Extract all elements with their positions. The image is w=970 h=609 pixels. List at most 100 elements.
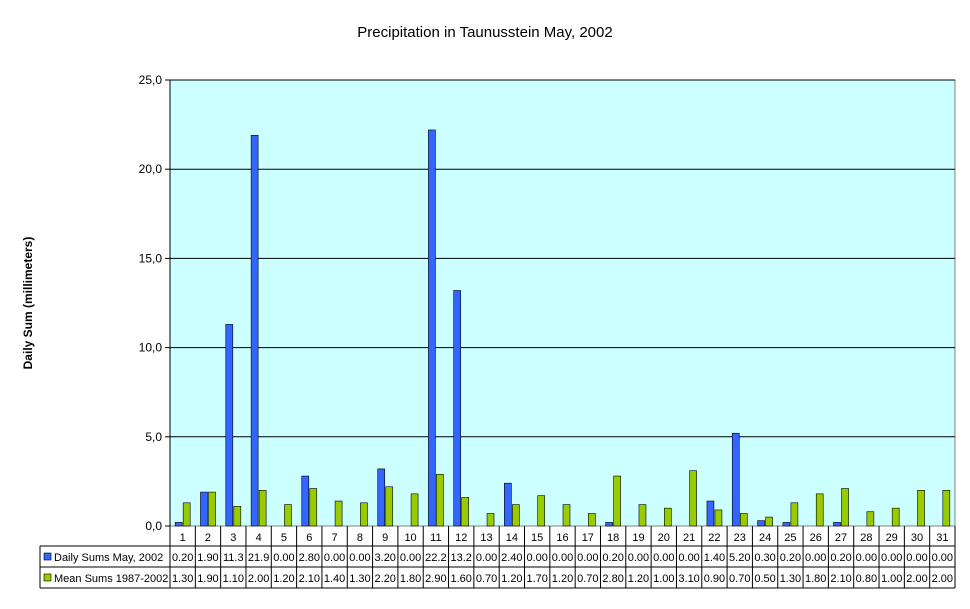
bar-daily-27 bbox=[833, 522, 841, 527]
data-label: 1.00 bbox=[881, 573, 902, 585]
bar-mean-25 bbox=[790, 502, 799, 527]
category-label: 29 bbox=[886, 532, 898, 544]
y-tick-label: 25,0 bbox=[139, 73, 163, 87]
bar-daily-25 bbox=[782, 522, 791, 527]
category-label: 31 bbox=[936, 532, 948, 544]
bar-daily-11 bbox=[428, 129, 436, 527]
y-axis-label: Daily Sum (millimeters) bbox=[21, 237, 35, 370]
data-label: 0.80 bbox=[856, 573, 877, 585]
category-label: 26 bbox=[810, 532, 822, 544]
bar-mean-5 bbox=[284, 504, 292, 527]
category-label: 7 bbox=[332, 532, 338, 544]
data-label: 0.00 bbox=[552, 552, 573, 564]
category-label: 5 bbox=[281, 532, 287, 544]
bar-mean-2 bbox=[208, 491, 216, 527]
data-label: 0.00 bbox=[932, 552, 953, 564]
y-tick-label: 20,0 bbox=[139, 162, 163, 176]
data-label: 1.30 bbox=[172, 573, 193, 585]
data-table: 1 2 3 4 5 6 7 8 9 10 11 12 13 14 15 16 17 18 19 20 21 22 23 24 2… bbox=[39, 526, 956, 589]
y-axis-ticks: 0,0 5,0 10,0 15,0 20,0 25,0 bbox=[139, 73, 171, 533]
category-label: 21 bbox=[683, 532, 695, 544]
data-label: 2.00 bbox=[906, 573, 927, 585]
bar-mean-20 bbox=[663, 507, 672, 527]
legend-entry: Mean Sums 1987-2002 bbox=[54, 573, 168, 585]
data-label: 0.00 bbox=[577, 552, 598, 564]
bar-mean-31 bbox=[942, 490, 951, 527]
data-label: 0.00 bbox=[906, 552, 927, 564]
bar-mean-8 bbox=[360, 502, 368, 527]
y-tick-label: 15,0 bbox=[139, 251, 163, 265]
data-table-header: 1 2 3 4 5 6 7 8 9 10 11 12 13 14 15 16 17 18 19 20 21 22 23 24 2… bbox=[180, 532, 949, 544]
bar-mean-23 bbox=[739, 513, 748, 527]
y-tick-label: 5,0 bbox=[145, 430, 162, 444]
bar-mean-1 bbox=[182, 502, 191, 527]
data-label: 1.40 bbox=[704, 552, 725, 564]
data-label: 0.00 bbox=[653, 552, 674, 564]
category-label: 30 bbox=[911, 532, 923, 544]
data-label: 0.30 bbox=[754, 552, 775, 564]
data-label: 2.80 bbox=[299, 552, 320, 564]
category-label: 24 bbox=[759, 532, 771, 544]
data-label: 0.00 bbox=[349, 552, 370, 564]
data-label: 1.20 bbox=[552, 573, 573, 585]
bar-mean-9 bbox=[385, 486, 394, 527]
data-label: 1.90 bbox=[197, 573, 218, 585]
bar-mean-4 bbox=[258, 490, 267, 527]
category-label: 15 bbox=[531, 532, 543, 544]
data-label: 1.30 bbox=[780, 573, 801, 585]
bar-mean-28 bbox=[866, 511, 875, 527]
data-label: 2.20 bbox=[375, 573, 396, 585]
bar-mean-29 bbox=[891, 507, 900, 527]
data-label: 2.40 bbox=[501, 552, 522, 564]
bar-mean-19 bbox=[638, 504, 647, 527]
data-label: 1.90 bbox=[197, 552, 218, 564]
data-label: 0.00 bbox=[273, 552, 294, 564]
category-label: 17 bbox=[582, 532, 594, 544]
category-label: 20 bbox=[658, 532, 670, 544]
data-label: 1.40 bbox=[324, 573, 345, 585]
data-label: 5.20 bbox=[729, 552, 750, 564]
data-label: 0.20 bbox=[830, 552, 851, 564]
data-label: 0.00 bbox=[400, 552, 421, 564]
bar-mean-14 bbox=[512, 504, 520, 527]
bar-daily-23 bbox=[731, 432, 740, 527]
bar-mean-27 bbox=[841, 488, 849, 527]
bars bbox=[174, 129, 951, 527]
data-label: 0.70 bbox=[577, 573, 598, 585]
category-label: 19 bbox=[632, 532, 644, 544]
y-tick-label: 0,0 bbox=[145, 519, 162, 533]
data-label: 1.60 bbox=[450, 573, 471, 585]
bar-mean-26 bbox=[815, 493, 824, 527]
data-label: 2.10 bbox=[830, 573, 851, 585]
data-label: 21.9 bbox=[248, 552, 269, 564]
bar-mean-6 bbox=[309, 488, 318, 527]
legend-swatch bbox=[43, 573, 52, 582]
bar-daily-1 bbox=[174, 522, 183, 527]
gridlines bbox=[170, 79, 955, 438]
bar-daily-22 bbox=[706, 500, 715, 527]
bar-daily-14 bbox=[504, 482, 512, 527]
category-label: 9 bbox=[382, 532, 388, 544]
data-label: 0.50 bbox=[754, 573, 775, 585]
bar-mean-17 bbox=[588, 513, 596, 527]
data-label: 0.70 bbox=[476, 573, 497, 585]
bar-daily-12 bbox=[453, 290, 462, 527]
bar-mean-15 bbox=[537, 495, 545, 527]
y-tick-label: 10,0 bbox=[139, 341, 163, 355]
category-label: 25 bbox=[784, 532, 796, 544]
data-label: 1.20 bbox=[501, 573, 522, 585]
data-label: 1.00 bbox=[653, 573, 674, 585]
bar-mean-13 bbox=[486, 513, 495, 527]
bar-daily-4 bbox=[250, 135, 259, 527]
category-label: 3 bbox=[230, 532, 236, 544]
bar-daily-24 bbox=[757, 520, 765, 527]
data-table-row-mean: Mean Sums 1987-2002 1.30 1.90 1.10 2.00 1.20 2… bbox=[43, 573, 953, 585]
data-label: 0.90 bbox=[704, 573, 725, 585]
data-label: 3.10 bbox=[678, 573, 699, 585]
category-label: 28 bbox=[860, 532, 872, 544]
bar-daily-18 bbox=[605, 522, 613, 527]
data-label: 2.80 bbox=[602, 573, 623, 585]
category-label: 23 bbox=[734, 532, 746, 544]
